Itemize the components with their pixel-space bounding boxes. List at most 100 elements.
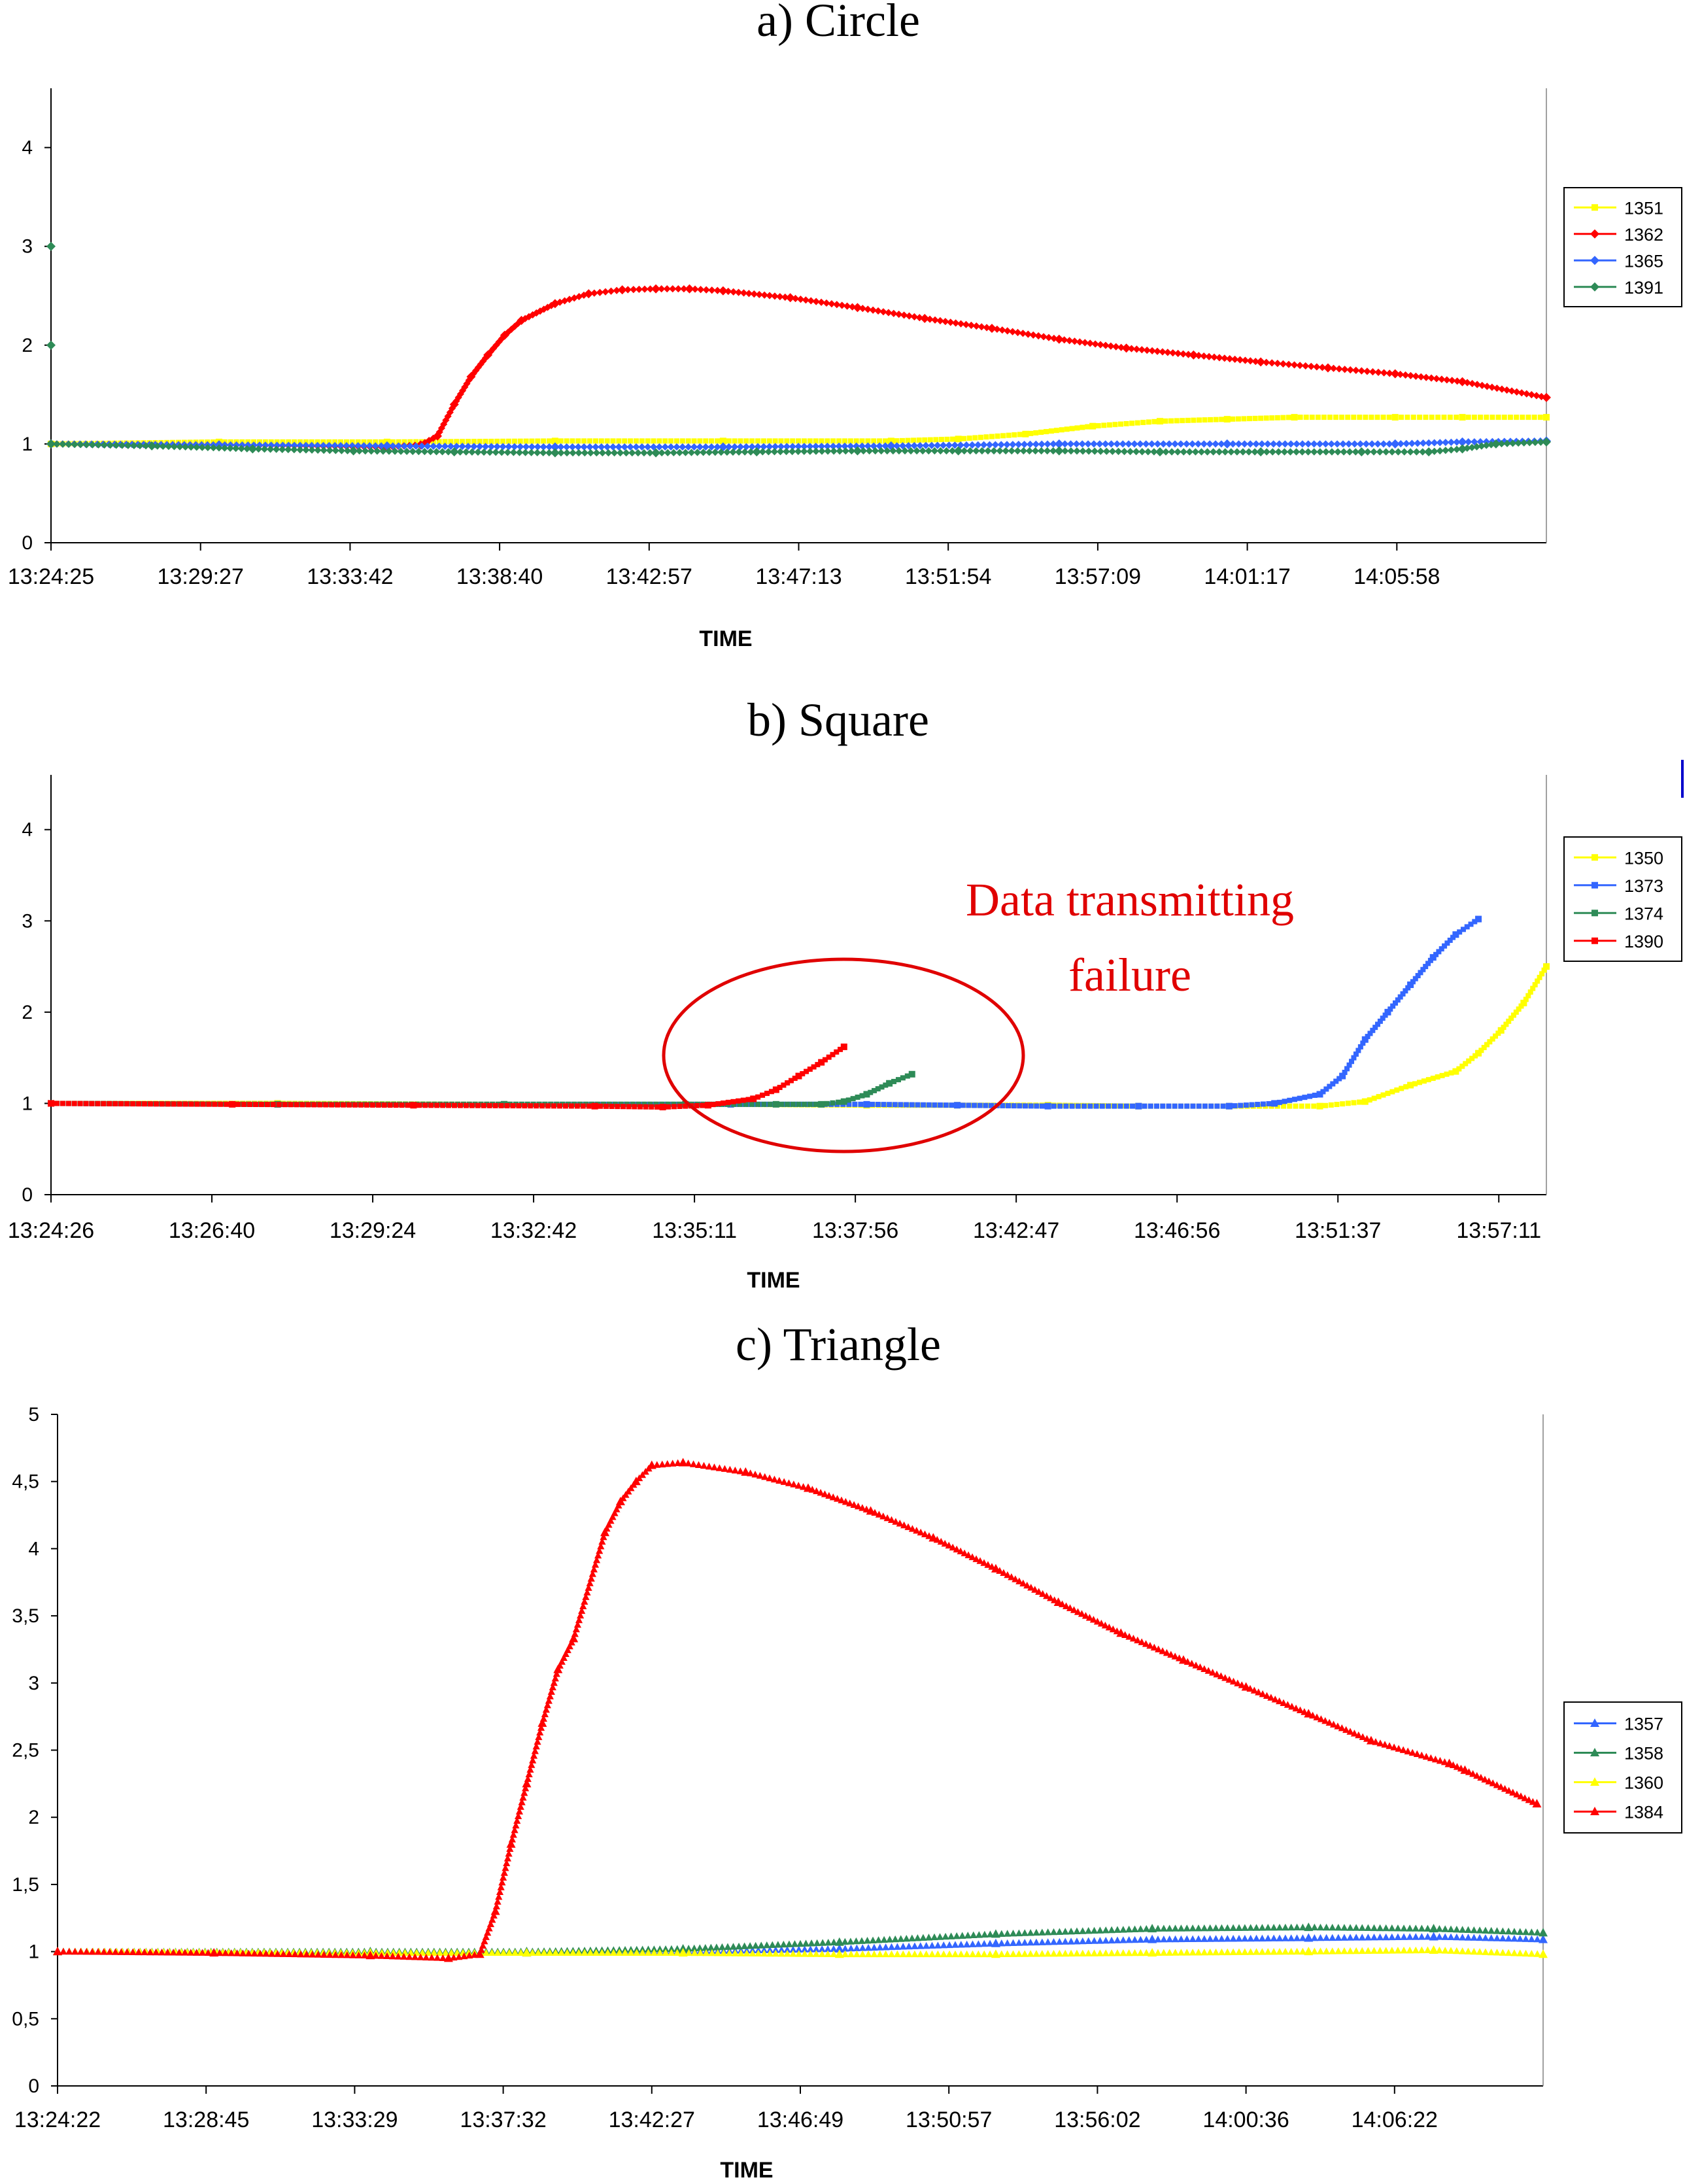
data-point-1360 bbox=[1189, 1949, 1197, 1956]
data-point-1360 bbox=[749, 1949, 757, 1956]
data-point-1384 bbox=[1150, 1643, 1158, 1651]
data-point-1362 bbox=[1493, 384, 1501, 392]
data-point-1350 bbox=[1376, 1094, 1382, 1100]
data-point-1384 bbox=[790, 1480, 798, 1488]
data-point-1374 bbox=[524, 1101, 530, 1107]
data-point-1351 bbox=[887, 437, 894, 445]
data-point-1351 bbox=[1269, 415, 1275, 421]
data-point-1357 bbox=[923, 1941, 930, 1949]
data-point-1362 bbox=[1268, 359, 1276, 367]
x-tick-label: 14:05:58 bbox=[1353, 564, 1440, 589]
data-point-1384 bbox=[372, 1952, 380, 1959]
data-point-1362 bbox=[998, 326, 1006, 334]
data-point-1391 bbox=[675, 449, 683, 456]
data-point-1362 bbox=[514, 319, 522, 328]
data-point-1384 bbox=[343, 1951, 351, 1958]
data-point-1373 bbox=[1400, 991, 1406, 997]
data-point-1357 bbox=[1252, 1934, 1261, 1942]
data-point-1373 bbox=[1287, 1097, 1293, 1103]
data-point-1351 bbox=[1484, 415, 1489, 420]
data-point-1391 bbox=[1478, 442, 1486, 450]
data-point-1358 bbox=[1493, 1927, 1501, 1934]
data-point-1350 bbox=[1287, 1103, 1293, 1109]
data-point-1391 bbox=[1245, 448, 1253, 456]
data-point-1362 bbox=[802, 296, 809, 304]
data-point-1391 bbox=[220, 444, 229, 452]
data-point-1360 bbox=[1476, 1948, 1484, 1955]
data-point-1390 bbox=[637, 1104, 643, 1110]
data-point-1384 bbox=[460, 1952, 468, 1960]
data-point-1391 bbox=[260, 445, 269, 453]
data-point-1350 bbox=[1299, 1103, 1304, 1109]
data-point-1373 bbox=[1006, 1103, 1012, 1109]
data-point-1384 bbox=[1501, 1784, 1509, 1792]
data-point-1390 bbox=[422, 1102, 428, 1108]
data-point-1351 bbox=[1489, 415, 1495, 420]
data-point-1351 bbox=[448, 439, 454, 445]
data-point-1360 bbox=[818, 1950, 826, 1957]
data-point-1373 bbox=[1370, 1027, 1376, 1033]
data-point-1384 bbox=[1085, 1614, 1094, 1621]
data-point-1391 bbox=[1132, 448, 1140, 456]
data-point-1351 bbox=[442, 439, 448, 445]
data-point-1391 bbox=[391, 447, 399, 455]
data-point-1360 bbox=[1293, 1947, 1301, 1955]
data-point-1373 bbox=[1444, 940, 1450, 946]
data-point-1391 bbox=[1049, 447, 1057, 455]
data-point-1390 bbox=[159, 1101, 165, 1107]
data-point-1384 bbox=[1062, 1602, 1070, 1609]
data-point-1357 bbox=[1435, 1933, 1444, 1940]
data-point-1374 bbox=[501, 1101, 508, 1108]
data-point-1365 bbox=[1200, 440, 1208, 448]
data-point-1357 bbox=[1154, 1936, 1162, 1943]
data-point-1390 bbox=[54, 1101, 60, 1106]
data-point-1384 bbox=[1089, 1616, 1098, 1623]
data-point-1350 bbox=[1506, 1018, 1512, 1024]
data-point-1362 bbox=[635, 285, 643, 294]
data-point-1350 bbox=[1444, 1071, 1450, 1077]
data-point-1357 bbox=[998, 1939, 1006, 1947]
data-point-1373 bbox=[1028, 1103, 1034, 1109]
data-point-1365 bbox=[598, 443, 605, 451]
data-point-1350 bbox=[1412, 1081, 1418, 1087]
data-point-1358 bbox=[1217, 1924, 1225, 1932]
data-point-1360 bbox=[482, 1949, 490, 1956]
data-point-1350 bbox=[1305, 1103, 1311, 1109]
data-point-1374 bbox=[879, 1084, 885, 1090]
y-tick-label: 3 bbox=[22, 910, 33, 932]
data-point-1351 bbox=[361, 439, 367, 445]
data-point-1391 bbox=[373, 447, 381, 455]
data-point-1384 bbox=[850, 1501, 858, 1508]
data-point-1384 bbox=[503, 1854, 512, 1862]
data-point-1351 bbox=[916, 437, 922, 443]
data-point-1357 bbox=[1004, 1939, 1012, 1947]
data-point-1384 bbox=[900, 1521, 908, 1529]
data-point-1373 bbox=[745, 1101, 751, 1107]
data-point-1391 bbox=[1457, 444, 1467, 454]
data-point-1391 bbox=[142, 442, 150, 450]
data-point-1384 bbox=[262, 1950, 270, 1957]
data-point-1391 bbox=[545, 449, 553, 457]
data-point-1358 bbox=[986, 1930, 995, 1937]
data-point-1390 bbox=[288, 1102, 294, 1108]
data-point-1391 bbox=[409, 447, 417, 455]
data-point-1384 bbox=[411, 1953, 419, 1960]
data-point-1384 bbox=[1292, 1704, 1300, 1712]
data-point-1384 bbox=[1376, 1739, 1384, 1747]
data-point-1373 bbox=[1184, 1103, 1190, 1109]
data-point-1362 bbox=[1498, 385, 1506, 393]
data-point-1358 bbox=[1464, 1926, 1472, 1934]
data-point-1390 bbox=[603, 1103, 609, 1109]
data-point-1384 bbox=[1208, 1669, 1217, 1676]
data-point-1350 bbox=[1002, 1102, 1008, 1108]
data-point-1384 bbox=[605, 1520, 613, 1528]
data-point-1384 bbox=[71, 1947, 79, 1955]
data-point-1390 bbox=[609, 1103, 615, 1109]
data-point-1350 bbox=[1508, 1015, 1514, 1021]
data-point-1358 bbox=[1223, 1924, 1231, 1932]
data-point-1391 bbox=[445, 448, 452, 456]
data-point-1360 bbox=[396, 1949, 403, 1956]
data-point-1384 bbox=[1321, 1716, 1329, 1724]
data-point-1391 bbox=[1274, 448, 1282, 456]
data-point-1373 bbox=[1069, 1103, 1075, 1109]
